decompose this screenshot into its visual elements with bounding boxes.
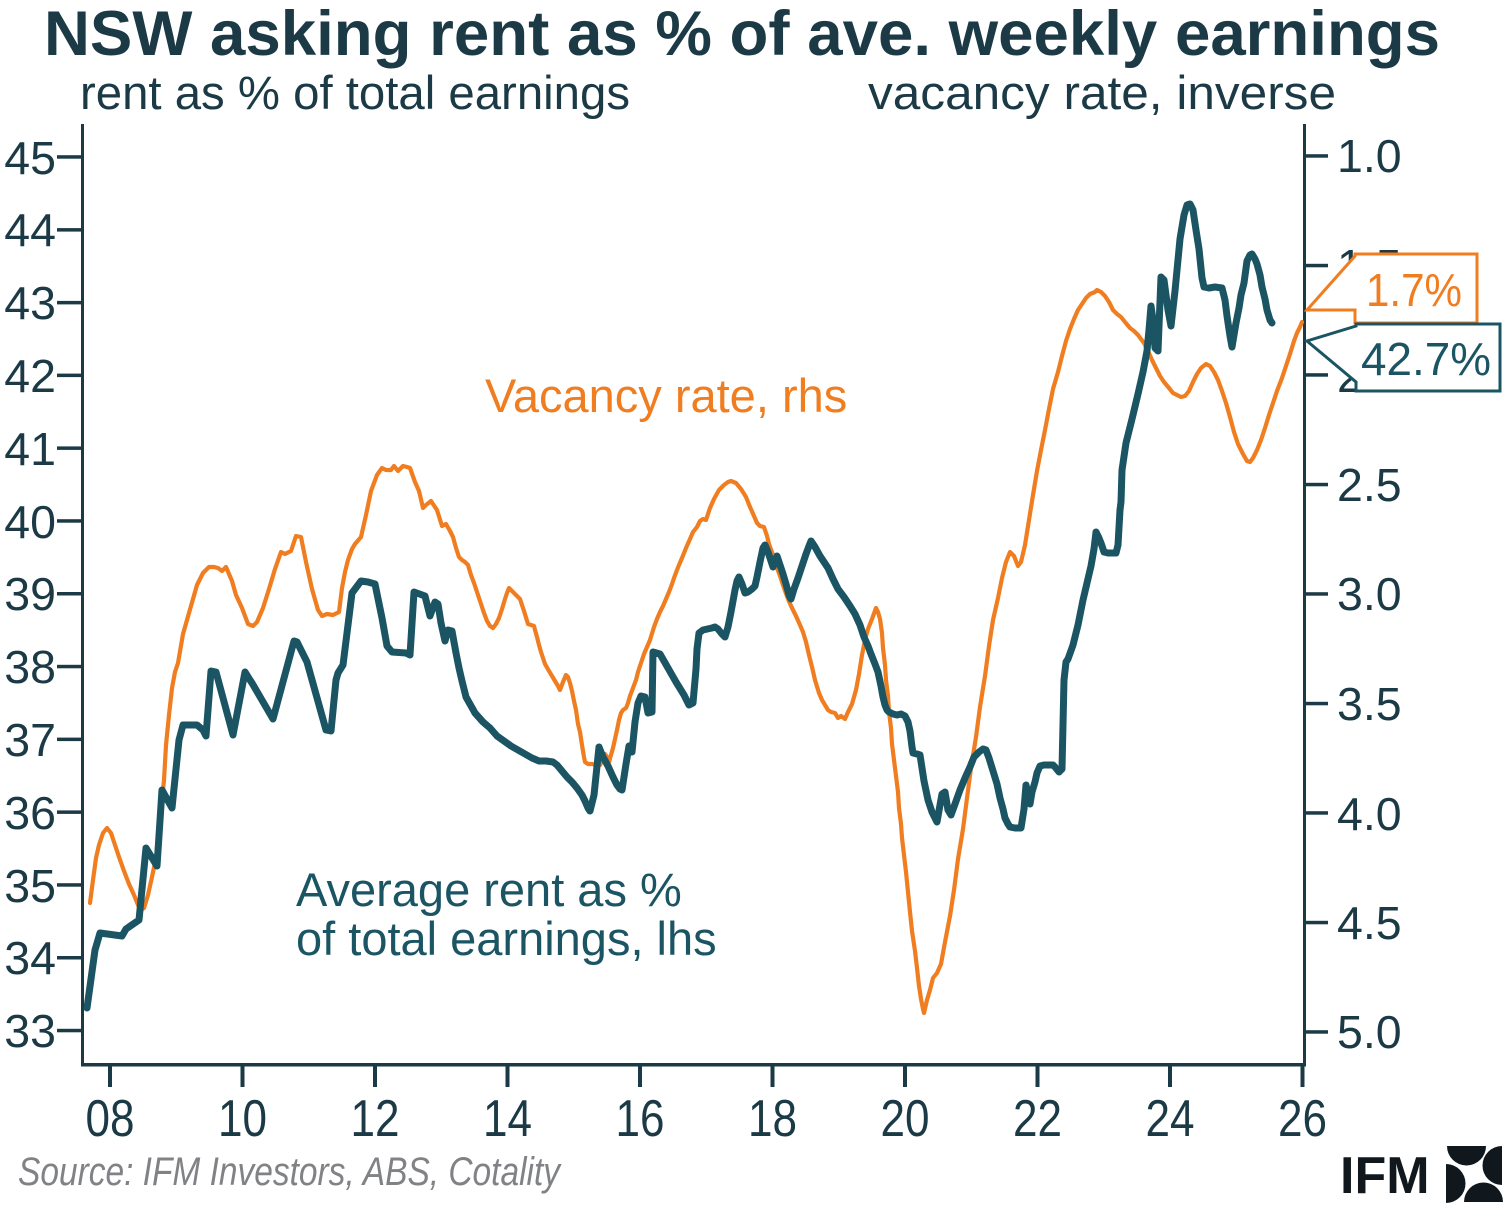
svg-text:44: 44	[4, 204, 56, 256]
svg-text:36: 36	[4, 787, 56, 839]
svg-text:4.5: 4.5	[1337, 897, 1402, 949]
svg-text:1.0: 1.0	[1337, 130, 1402, 182]
svg-text:38: 38	[4, 641, 56, 693]
svg-text:42.7%: 42.7%	[1361, 333, 1491, 385]
svg-text:5.0: 5.0	[1337, 1006, 1402, 1058]
svg-text:35: 35	[4, 860, 56, 912]
svg-text:Source: IFM Investors, ABS, Co: Source: IFM Investors, ABS, Cotality	[18, 1150, 563, 1194]
svg-text:39: 39	[4, 568, 56, 620]
svg-text:rent as % of total earnings: rent as % of total earnings	[80, 66, 630, 119]
svg-text:of total earnings, lhs: of total earnings, lhs	[296, 912, 717, 965]
svg-text:37: 37	[4, 714, 56, 766]
svg-text:NSW asking rent as % of ave. w: NSW asking rent as % of ave. weekly earn…	[44, 0, 1440, 69]
svg-text:10: 10	[218, 1090, 267, 1148]
svg-text:22: 22	[1013, 1090, 1062, 1148]
svg-text:Average rent as %: Average rent as %	[296, 863, 682, 916]
svg-text:IFM: IFM	[1340, 1147, 1430, 1205]
svg-text:45: 45	[4, 132, 56, 184]
svg-text:40: 40	[4, 496, 56, 548]
svg-text:08: 08	[86, 1090, 135, 1148]
svg-text:1.7%: 1.7%	[1366, 264, 1462, 316]
svg-text:2.5: 2.5	[1337, 459, 1402, 511]
svg-text:14: 14	[483, 1090, 532, 1148]
svg-text:24: 24	[1146, 1090, 1195, 1148]
svg-text:18: 18	[748, 1090, 797, 1148]
svg-text:16: 16	[616, 1090, 665, 1148]
svg-text:41: 41	[4, 423, 56, 475]
svg-text:26: 26	[1278, 1090, 1327, 1148]
svg-text:Vacancy rate, rhs: Vacancy rate, rhs	[485, 369, 847, 422]
svg-text:33: 33	[4, 1005, 56, 1057]
svg-text:12: 12	[351, 1090, 400, 1148]
svg-text:3.5: 3.5	[1337, 678, 1402, 730]
svg-text:42: 42	[4, 350, 56, 402]
svg-text:20: 20	[881, 1090, 930, 1148]
svg-text:4.0: 4.0	[1337, 788, 1402, 840]
svg-text:vacancy rate, inverse: vacancy rate, inverse	[868, 66, 1336, 119]
svg-text:34: 34	[4, 932, 56, 984]
svg-text:3.0: 3.0	[1337, 568, 1402, 620]
svg-text:43: 43	[4, 277, 56, 329]
